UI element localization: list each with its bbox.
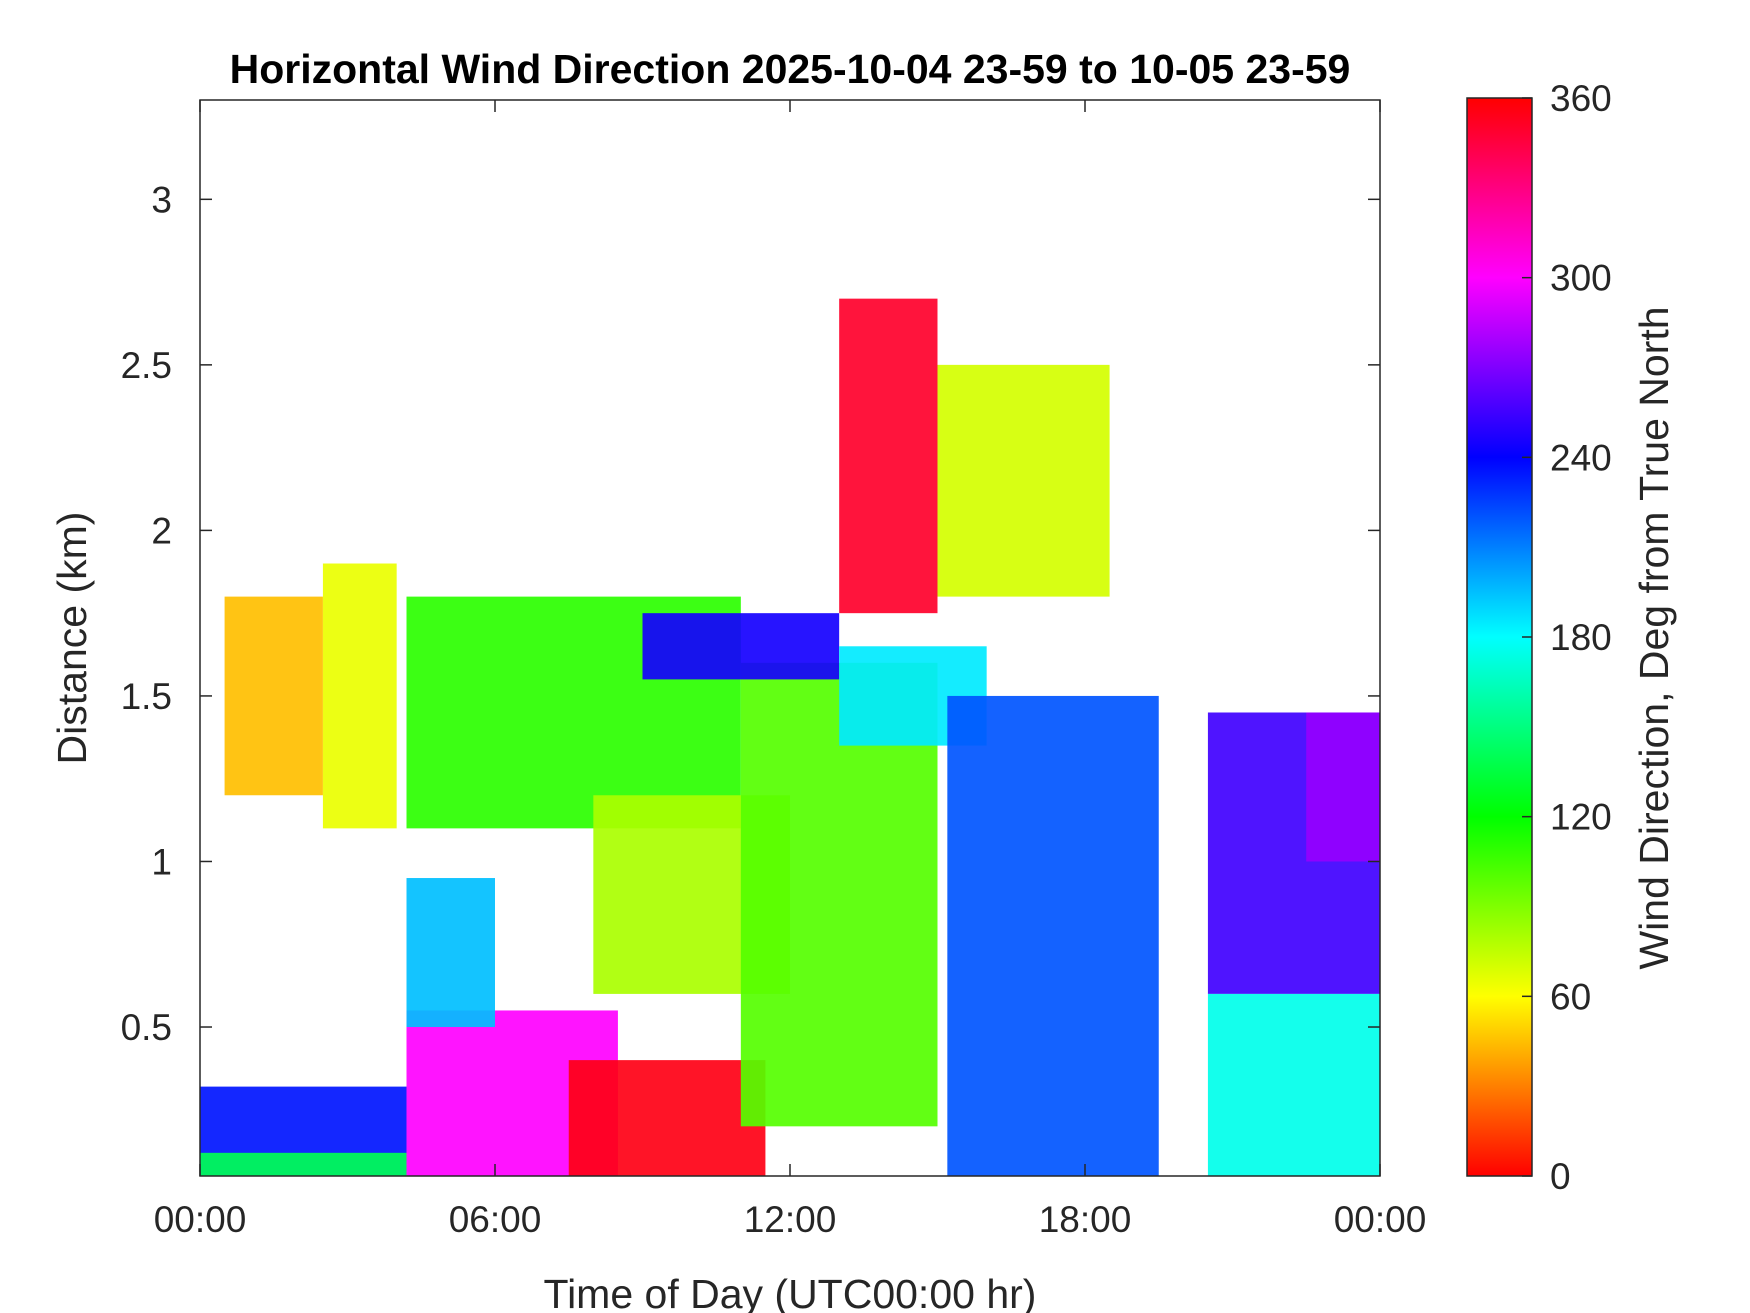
heatmap-region xyxy=(937,364,1110,597)
x-tick-label: 06:00 xyxy=(449,1199,542,1240)
heatmap-region xyxy=(322,563,397,829)
colorbar-tick-label: 180 xyxy=(1550,617,1612,658)
y-tick-label: 1.5 xyxy=(121,676,172,717)
colorbar-tick-label: 360 xyxy=(1550,78,1612,119)
heatmap-region xyxy=(1207,993,1380,1176)
x-tick-label: 18:00 xyxy=(1039,1199,1132,1240)
heatmap-region xyxy=(947,695,1159,1176)
x-tick-label: 12:00 xyxy=(744,1199,837,1240)
heatmap-cells xyxy=(200,298,1380,1176)
y-axis: 0.5 1 1.5 2 2.5 3 xyxy=(121,179,1380,1048)
heatmap-region xyxy=(642,613,840,680)
y-tick-label: 2.5 xyxy=(121,345,172,386)
heatmap-region xyxy=(568,1060,766,1176)
colorbar-label: Wind Direction, Deg from True North xyxy=(1631,306,1677,969)
x-tick-label: 00:00 xyxy=(154,1199,247,1240)
x-tick-label: 00:00 xyxy=(1334,1199,1427,1240)
chart-title: Horizontal Wind Direction 2025-10-04 23-… xyxy=(230,46,1351,92)
heatmap-region xyxy=(224,596,323,796)
colorbar-tick-label: 60 xyxy=(1550,976,1591,1017)
y-tick-label: 2 xyxy=(151,510,172,551)
y-axis-label: Distance (km) xyxy=(49,512,95,765)
colorbar-axis: 0 60 120 180 240 300 360 xyxy=(1522,78,1612,1197)
x-axis: 00:00 06:00 12:00 18:00 00:00 xyxy=(154,100,1427,1240)
colorbar-tick-label: 120 xyxy=(1550,797,1612,838)
heatmap-region xyxy=(200,1152,407,1176)
heatmap-region xyxy=(839,298,938,614)
y-tick-label: 1 xyxy=(151,841,172,882)
y-tick-label: 3 xyxy=(151,179,172,220)
x-axis-label: Time of Day (UTC00:00 hr) xyxy=(544,1271,1037,1313)
heatmap-region xyxy=(406,878,495,1028)
colorbar-tick-label: 240 xyxy=(1550,437,1612,478)
y-tick-label: 0.5 xyxy=(121,1007,172,1048)
colorbar-tick-label: 300 xyxy=(1550,258,1612,299)
heatmap-region xyxy=(1306,712,1380,862)
colorbar-tick-label: 0 xyxy=(1550,1156,1571,1197)
